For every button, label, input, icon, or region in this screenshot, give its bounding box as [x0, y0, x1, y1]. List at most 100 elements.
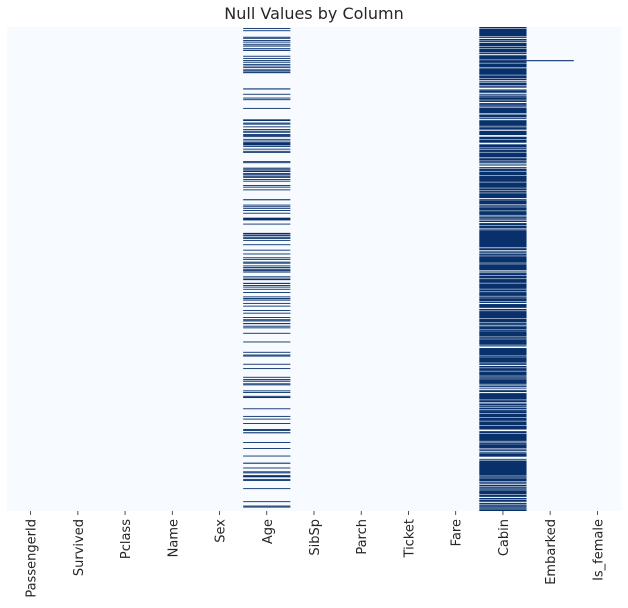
- null-cell: [479, 103, 527, 104]
- null-cell: [243, 271, 291, 273]
- null-cell: [243, 332, 291, 334]
- null-cell: [243, 396, 291, 399]
- null-cell: [479, 289, 527, 292]
- null-cell: [243, 204, 291, 206]
- null-cell: [479, 497, 527, 500]
- null-cell: [243, 432, 291, 434]
- null-cell: [479, 251, 527, 253]
- null-cell: [243, 351, 291, 353]
- null-cell: [479, 90, 527, 93]
- null-cell: [479, 443, 527, 444]
- null-cell: [526, 60, 574, 62]
- null-cell: [243, 428, 291, 430]
- null-cell: [479, 82, 527, 86]
- null-cell: [479, 48, 527, 53]
- null-cell: [479, 85, 527, 87]
- null-cell: [479, 505, 527, 507]
- null-cell: [243, 60, 291, 62]
- null-cell: [243, 232, 291, 235]
- null-cell: [243, 99, 291, 101]
- null-cell: [243, 305, 291, 307]
- null-cell: [479, 127, 527, 130]
- null-cell: [479, 400, 527, 403]
- null-cell: [479, 433, 527, 441]
- null-cell: [243, 41, 291, 43]
- null-cell: [479, 384, 527, 386]
- null-cell: [479, 431, 527, 434]
- null-cell: [479, 228, 527, 230]
- null-cell: [479, 448, 527, 450]
- null-cell: [479, 356, 527, 358]
- null-cell: [243, 185, 291, 186]
- null-cell: [243, 55, 291, 57]
- null-cell: [243, 447, 291, 449]
- null-cell: [243, 278, 291, 281]
- null-cell: [479, 476, 527, 478]
- x-tick-label: PassengerId: [25, 519, 40, 598]
- null-cell: [479, 68, 527, 75]
- null-cell: [479, 324, 527, 326]
- null-cell: [243, 138, 291, 140]
- null-cell: [479, 28, 527, 37]
- null-cell: [479, 390, 527, 393]
- null-cell: [243, 122, 291, 124]
- null-cell: [479, 27, 527, 29]
- null-cell: [243, 168, 291, 170]
- null-cell: [479, 254, 527, 256]
- null-cell: [243, 380, 291, 382]
- null-cell: [243, 179, 291, 180]
- null-cell: [243, 36, 291, 38]
- null-cell: [479, 508, 527, 510]
- null-cell: [243, 72, 291, 74]
- null-cell: [479, 387, 527, 389]
- null-cell: [479, 263, 527, 265]
- null-cell: [479, 450, 527, 452]
- null-cell: [243, 93, 291, 95]
- heatmap-column-cabin: [479, 27, 527, 511]
- null-cell: [243, 505, 291, 507]
- null-cell: [479, 421, 527, 426]
- null-cell: [243, 462, 291, 464]
- null-cell: [479, 38, 527, 41]
- null-cell: [243, 69, 291, 71]
- null-cell: [243, 368, 291, 370]
- null-cell: [243, 28, 291, 29]
- null-cell: [243, 395, 291, 397]
- null-cell: [479, 217, 527, 219]
- null-cell: [479, 304, 527, 308]
- null-cell: [243, 302, 291, 304]
- null-cell: [479, 139, 527, 143]
- x-tick-label: Embarked: [544, 519, 559, 585]
- null-cell: [243, 63, 291, 65]
- null-cell: [479, 167, 527, 169]
- null-cell: [479, 53, 527, 55]
- null-cell: [479, 403, 527, 406]
- null-cell: [479, 376, 527, 378]
- null-cell: [479, 386, 527, 387]
- null-cell: [243, 150, 291, 152]
- null-cell: [243, 170, 291, 173]
- null-cell: [479, 453, 527, 457]
- null-cell: [479, 171, 527, 176]
- null-cell: [243, 126, 291, 128]
- null-cell: [479, 175, 527, 182]
- null-cell: [479, 298, 527, 302]
- null-cell: [243, 130, 291, 132]
- null-cell: [479, 393, 527, 400]
- null-cell: [479, 478, 527, 482]
- null-cell: [479, 264, 527, 271]
- null-cell: [479, 75, 527, 79]
- null-cell: [243, 217, 291, 221]
- null-cell: [479, 119, 527, 121]
- null-cell: [243, 376, 291, 378]
- null-cell: [479, 425, 527, 430]
- null-cell: [479, 67, 527, 69]
- null-cell: [479, 220, 527, 223]
- null-cell: [479, 297, 527, 299]
- null-cell: [479, 106, 527, 108]
- null-cell: [243, 506, 291, 508]
- null-cell: [243, 472, 291, 474]
- null-cell: [243, 43, 291, 45]
- null-cell: [479, 207, 527, 211]
- null-cell: [479, 379, 527, 384]
